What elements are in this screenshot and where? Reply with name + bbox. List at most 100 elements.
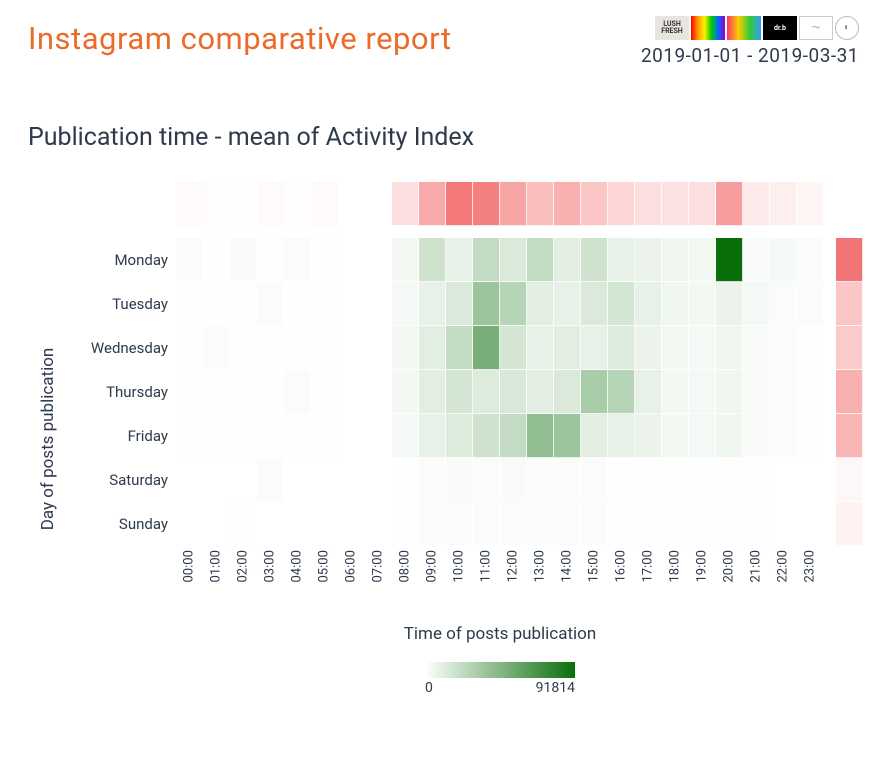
heatmap-cell xyxy=(311,238,338,282)
heatmap-cell xyxy=(635,370,662,414)
heatmap-cell xyxy=(311,458,338,502)
heatmap-cell xyxy=(608,458,635,502)
heatmap-cell xyxy=(392,238,419,282)
heatmap-cell xyxy=(662,458,689,502)
heatmap-cell xyxy=(257,502,284,546)
heatmap-cell xyxy=(797,502,824,546)
heatmap-cell xyxy=(689,238,716,282)
heatmap-cell xyxy=(797,238,824,282)
heatmap-cell xyxy=(770,282,797,326)
date-range: 2019-01-01 - 2019-03-31 xyxy=(641,44,859,67)
heatmap-cell xyxy=(392,326,419,370)
heatmap-cell xyxy=(284,458,311,502)
heatmap-cell xyxy=(419,282,446,326)
heatmap-cell xyxy=(554,414,581,458)
heatmap-grid: MondayTuesdayWednesdayThursdayFridaySatu… xyxy=(90,182,859,546)
heatmap-cell xyxy=(662,502,689,546)
heatmap-cell xyxy=(797,326,824,370)
heatmap-cell xyxy=(500,370,527,414)
heatmap-cell xyxy=(284,326,311,370)
hour-marginal-cell xyxy=(473,182,500,226)
hour-marginal-cell xyxy=(716,182,743,226)
heatmap-cell xyxy=(257,326,284,370)
heatmap-cell xyxy=(230,414,257,458)
brand-logo xyxy=(691,16,725,40)
heatmap-cell xyxy=(338,282,365,326)
hour-marginal-cell xyxy=(662,182,689,226)
heatmap-cell xyxy=(257,458,284,502)
heatmap-cell xyxy=(554,370,581,414)
heatmap-row xyxy=(176,414,859,458)
heatmap-cell xyxy=(203,502,230,546)
heatmap-cell xyxy=(581,502,608,546)
day-marginal-cell xyxy=(836,326,863,370)
heatmap-cell xyxy=(419,238,446,282)
heatmap-cell xyxy=(203,414,230,458)
heatmap-cell xyxy=(284,502,311,546)
heatmap-cell xyxy=(311,282,338,326)
heatmap-cell xyxy=(608,326,635,370)
legend-ticks: 0 91814 xyxy=(425,680,575,696)
heatmap-cell xyxy=(473,238,500,282)
heatmap-cell xyxy=(176,326,203,370)
heatmap-row xyxy=(176,282,859,326)
legend-gradient xyxy=(425,662,575,678)
heatmap-cell xyxy=(770,502,797,546)
hour-marginal-cell xyxy=(500,182,527,226)
heatmap-cell xyxy=(311,326,338,370)
heatmap-cell xyxy=(581,458,608,502)
heatmap-cell xyxy=(554,458,581,502)
heatmap-cell xyxy=(743,502,770,546)
heatmap-cell xyxy=(338,458,365,502)
heatmap-cell xyxy=(365,502,392,546)
hour-marginal-cell xyxy=(527,182,554,226)
heatmap-cell xyxy=(716,326,743,370)
heatmap-cell xyxy=(257,238,284,282)
heatmap-cell xyxy=(527,326,554,370)
brand-logo xyxy=(727,16,761,40)
heatmap-cell xyxy=(581,326,608,370)
heatmap-cell xyxy=(176,282,203,326)
day-marginal-cell xyxy=(836,282,863,326)
heatmap-cell xyxy=(365,238,392,282)
brand-logo: LUSH FRESH xyxy=(655,16,689,40)
heatmap-cell xyxy=(797,458,824,502)
heatmap-cell xyxy=(743,238,770,282)
heatmap-cell xyxy=(284,238,311,282)
heatmap-cell xyxy=(716,370,743,414)
hour-marginal-cell xyxy=(689,182,716,226)
day-label: Thursday xyxy=(90,370,174,414)
heatmap-cell xyxy=(473,326,500,370)
heatmap-cell xyxy=(338,238,365,282)
header: Instagram comparative report LUSH FRESHd… xyxy=(28,16,859,67)
heatmap-cell xyxy=(635,414,662,458)
heatmap-cell xyxy=(257,370,284,414)
heatmap-cell xyxy=(689,282,716,326)
heatmap-cell xyxy=(473,282,500,326)
heatmap-cell xyxy=(311,370,338,414)
heatmap-cell xyxy=(203,326,230,370)
heatmap-cell xyxy=(716,458,743,502)
legend-min: 0 xyxy=(425,680,433,696)
heatmap-cell xyxy=(500,502,527,546)
page-title: Instagram comparative report xyxy=(28,20,452,57)
hour-marginal-cell xyxy=(230,182,257,226)
hour-marginal-cell xyxy=(554,182,581,226)
day-label: Monday xyxy=(90,238,174,282)
heatmap-cell xyxy=(716,238,743,282)
heatmap-cell xyxy=(554,502,581,546)
heatmap-cell xyxy=(338,326,365,370)
heatmap-cell xyxy=(554,238,581,282)
heatmap-cell xyxy=(392,370,419,414)
heatmap-row xyxy=(176,326,859,370)
day-marginal-cell xyxy=(836,370,863,414)
day-label: Saturday xyxy=(90,458,174,502)
heatmap-cell xyxy=(608,414,635,458)
heatmap-cell xyxy=(230,370,257,414)
hour-marginal-cell xyxy=(392,182,419,226)
heatmap-cell xyxy=(230,326,257,370)
heatmap-cell xyxy=(419,458,446,502)
heatmap-cell xyxy=(338,502,365,546)
heatmap-cell xyxy=(689,458,716,502)
day-marginal-cell xyxy=(836,502,863,546)
